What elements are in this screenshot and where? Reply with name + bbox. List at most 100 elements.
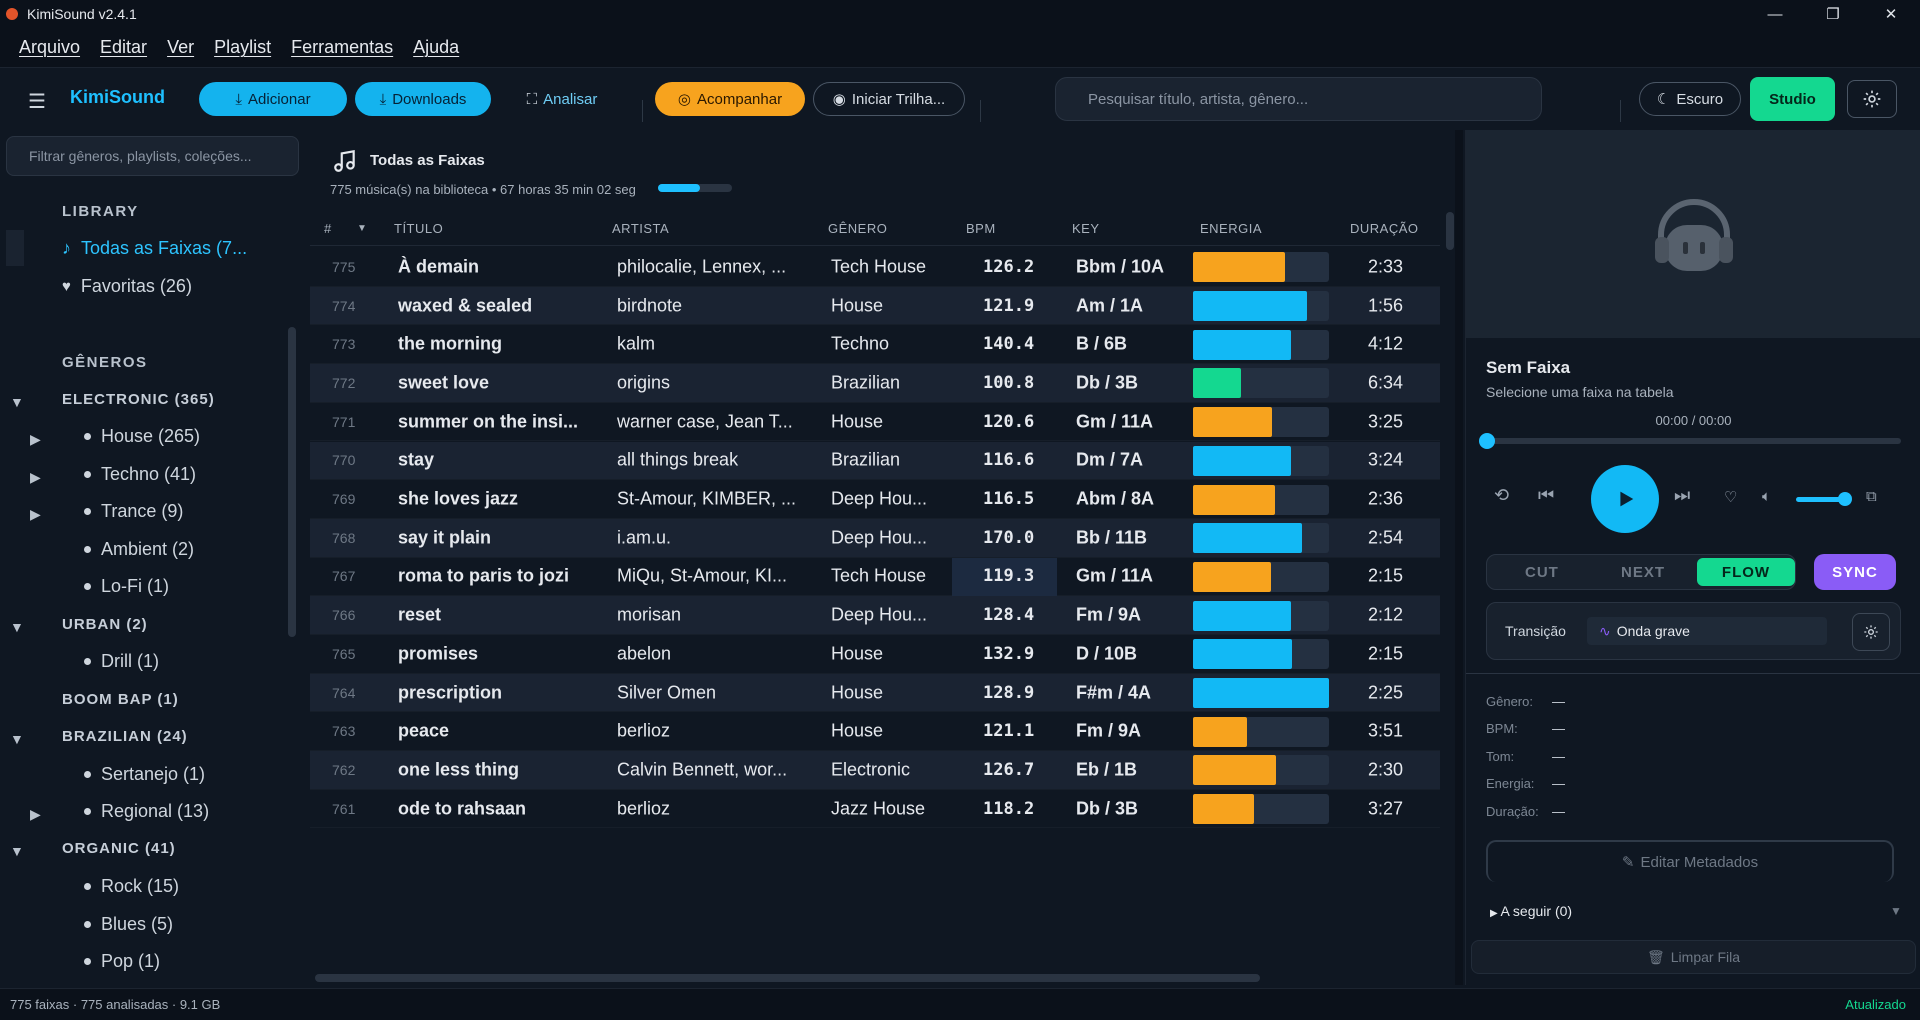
menu-ajuda[interactable]: Ajuda [413,37,460,57]
sidebar-item-favorites[interactable]: ♥ Favoritas (26) [62,276,192,296]
table-row[interactable]: 768 say it plain i.am.u. Deep Hou... 170.0 Bb… [310,518,1440,558]
filter-input[interactable]: Filtrar gêneros, playlists, coleções... [6,136,299,176]
menu-icon[interactable]: ☰ [28,91,46,113]
sync-button[interactable]: SYNC [1814,554,1896,590]
menu-ver[interactable]: Ver [167,37,195,57]
collapse-arrow-icon[interactable]: ▼ [10,843,24,859]
table-vertical-scrollbar[interactable] [1446,212,1454,250]
repeat-icon[interactable]: ⟲ [1494,485,1510,505]
clear-queue-button[interactable]: 🗑︎ Limpar Fila [1471,940,1916,974]
table-row[interactable]: 761 ode to rahsaan berlioz Jazz House 118.2 D… [310,790,1440,829]
col-genre[interactable]: GÊNERO [828,221,888,236]
table-horizontal-scrollbar[interactable] [315,974,1260,982]
scan-icon: ⛶ [526,90,538,108]
seek-handle[interactable] [1479,433,1495,449]
expand-arrow-icon[interactable]: ▶ [30,469,41,485]
expand-arrow-icon[interactable]: ▶ [30,506,41,522]
genre-group-urban[interactable]: URBAN (2) [62,616,148,633]
mode-flow[interactable]: FLOW [1697,558,1795,586]
table-row[interactable]: 772 sweet love origins Brazilian 100.8 Db / 3… [310,364,1440,403]
studio-button[interactable]: Studio [1750,77,1835,121]
search-input[interactable]: Pesquisar título, artista, gênero... [1055,77,1542,121]
genre-item-sertanejo[interactable]: Sertanejo (1) [84,764,205,785]
col-bpm[interactable]: BPM [966,221,996,236]
volume-handle[interactable] [1838,492,1852,506]
col-artist[interactable]: ARTISTA [612,221,670,236]
genre-item-techno[interactable]: Techno (41) [84,464,196,485]
table-row[interactable]: 774 waxed & sealed birdnote House 121.9 Am / … [310,286,1440,326]
follow-button[interactable]: ◎ Acompanhar [655,82,805,116]
seek-bar[interactable] [1479,433,1901,449]
expand-arrow-icon[interactable]: ▶ [30,431,41,447]
minimize-button[interactable]: — [1767,5,1783,23]
collapse-arrow-icon[interactable]: ▼ [10,619,24,635]
sort-arrow-icon[interactable]: ▼ [357,223,368,234]
genre-group-boom-bap[interactable]: BOOM BAP (1) [62,691,179,708]
genre-group-organic[interactable]: ORGANIC (41) [62,840,176,857]
play-button[interactable] [1591,465,1659,533]
table-row[interactable]: 769 she loves jazz St-Amour, KIMBER, ... De… [310,480,1440,519]
analyze-button[interactable]: ⛶ Analisar [526,90,598,108]
table-row[interactable]: 767 roma to paris to jozi MiQu, St-Amour, … [310,557,1440,597]
menu-ferramentas[interactable]: Ferramentas [291,37,394,57]
table-row[interactable]: 775 À demain philocalie, Lennex, ... Tech H… [310,248,1440,287]
col-duration[interactable]: DURAÇÃO [1350,221,1419,236]
transition-settings-button[interactable] [1852,613,1890,651]
start-track-button[interactable]: ◉ Iniciar Trilha... [813,82,965,116]
table-row[interactable]: 762 one less thing Calvin Bennett, wor... E… [310,751,1440,790]
mode-next[interactable]: NEXT [1621,564,1666,581]
table-row[interactable]: 763 peace berlioz House 121.1 Fm / 9A 3:51 [310,712,1440,752]
col-number[interactable]: # [324,221,332,236]
menu-arquivo[interactable]: Arquivo [19,37,81,57]
next-icon[interactable]: ⏭ [1674,485,1691,505]
genre-item-trance[interactable]: Trance (9) [84,501,183,522]
sidebar-scrollbar[interactable] [288,327,296,637]
edit-metadata-button[interactable]: ✎ Editar Metadados [1486,840,1894,882]
col-energy[interactable]: ENERGIA [1200,221,1263,236]
table-row[interactable]: 770 stay all things break Brazilian 116.6 Dm … [310,441,1440,481]
genre-item-blues[interactable]: Blues (5) [84,914,173,935]
fullscreen-icon[interactable]: ⧉ [1866,488,1877,505]
theme-toggle[interactable]: ☾ Escuro [1639,82,1741,116]
mode-cut[interactable]: CUT [1525,564,1559,581]
col-title[interactable]: TÍTULO [394,221,444,236]
pencil-icon: ✎ [1621,854,1635,871]
close-button[interactable]: ✕ [1884,6,1898,23]
col-key[interactable]: KEY [1072,221,1100,236]
collapse-arrow-icon[interactable]: ▼ [10,731,24,747]
genre-item-rock[interactable]: Rock (15) [84,876,179,897]
table-row[interactable]: 764 prescription Silver Omen House 128.9 F#m … [310,673,1440,713]
table-row[interactable]: 766 reset morisan Deep Hou... 128.4 Fm / 9A 2:… [310,596,1440,635]
table-row[interactable]: 773 the morning kalm Techno 140.4 B / 6B 4:12 [310,325,1440,365]
expand-arrow-icon[interactable]: ▶ [30,806,41,822]
genre-item-lofi[interactable]: Lo-Fi (1) [84,576,169,597]
genre-item-ambient[interactable]: Ambient (2) [84,539,194,560]
volume-slider[interactable] [1796,492,1852,506]
previous-icon[interactable]: ⏮ [1538,485,1555,505]
panel-splitter[interactable] [1455,130,1463,985]
add-button[interactable]: ⤓ Adicionar [199,82,347,116]
transition-select[interactable]: ∿ Onda grave [1587,617,1827,645]
downloads-button[interactable]: ⤓ Downloads [355,82,491,116]
table-row[interactable]: 771 summer on the insi... warner case, Jea… [310,403,1440,442]
table-row[interactable]: 765 promises abelon House 132.9 D / 10B 2:15 [310,635,1440,674]
genre-group-brazilian[interactable]: BRAZILIAN (24) [62,728,188,745]
settings-button[interactable] [1847,80,1897,118]
heart-icon[interactable]: ♡ [1724,489,1738,506]
chevron-down-icon[interactable]: ▼ [1890,904,1902,918]
queue-toggle[interactable]: ▶ A seguir (0) [1490,903,1573,919]
sidebar-item-all-tracks[interactable]: ♪ Todas as Faixas (7... [62,238,248,258]
genres-heading: GÊNEROS [62,354,148,371]
track-number: 771 [332,413,356,430]
genre-item-drill[interactable]: Drill (1) [84,651,159,672]
maximize-button[interactable]: ❐ [1826,6,1840,23]
genre-item-regional[interactable]: Regional (13) [84,801,209,822]
genre-item-pop[interactable]: Pop (1) [84,951,160,972]
collapse-arrow-icon[interactable]: ▼ [10,394,24,410]
menu-editar[interactable]: Editar [100,37,148,57]
volume-icon[interactable]: 🔈︎ [1762,488,1772,505]
menu-playlist[interactable]: Playlist [214,37,272,57]
bullet-icon [84,508,91,515]
genre-item-house[interactable]: House (265) [84,426,200,447]
genre-group-electronic[interactable]: ELECTRONIC (365) [62,391,215,408]
